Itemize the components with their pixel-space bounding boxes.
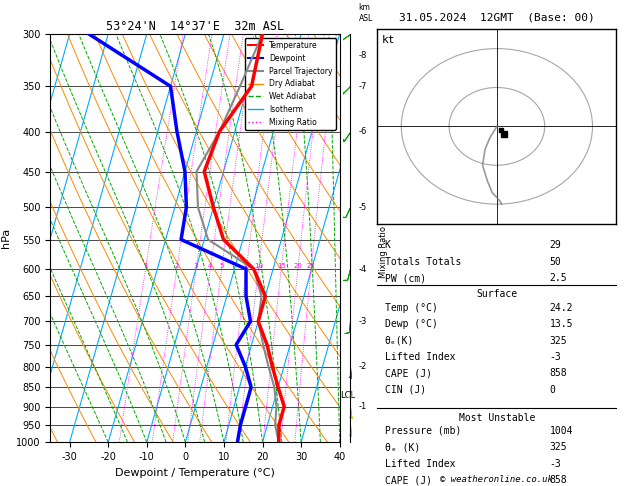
Text: 5: 5	[220, 263, 224, 269]
Text: θₑ (K): θₑ (K)	[384, 442, 420, 452]
Text: 15: 15	[277, 263, 286, 269]
Text: CAPE (J): CAPE (J)	[384, 475, 431, 486]
Text: 2: 2	[175, 263, 179, 269]
Text: 31.05.2024  12GMT  (Base: 00): 31.05.2024 12GMT (Base: 00)	[399, 12, 595, 22]
Text: -7: -7	[359, 82, 367, 91]
Text: 20: 20	[294, 263, 303, 269]
Text: Pressure (mb): Pressure (mb)	[384, 426, 461, 436]
Text: 2.5: 2.5	[550, 273, 567, 283]
Text: Totals Totals: Totals Totals	[384, 257, 461, 267]
Text: 858: 858	[550, 368, 567, 379]
Text: -2: -2	[359, 362, 367, 371]
Text: Mixing Ratio (g/kg): Mixing Ratio (g/kg)	[379, 198, 387, 278]
Text: -3: -3	[359, 317, 367, 326]
Text: 50: 50	[550, 257, 561, 267]
Text: km
ASL: km ASL	[359, 3, 373, 22]
Text: 4: 4	[208, 263, 213, 269]
Text: -6: -6	[359, 127, 367, 136]
Text: 8: 8	[244, 263, 248, 269]
Y-axis label: hPa: hPa	[1, 228, 11, 248]
Text: Temp (°C): Temp (°C)	[384, 303, 437, 312]
Text: Most Unstable: Most Unstable	[459, 413, 535, 423]
Text: CIN (J): CIN (J)	[384, 385, 426, 395]
Legend: Temperature, Dewpoint, Parcel Trajectory, Dry Adiabat, Wet Adiabat, Isotherm, Mi: Temperature, Dewpoint, Parcel Trajectory…	[245, 38, 336, 130]
Text: -8: -8	[359, 52, 367, 60]
Text: 13.5: 13.5	[550, 319, 573, 329]
Text: 0: 0	[550, 385, 555, 395]
Text: Surface: Surface	[476, 290, 518, 299]
Text: 325: 325	[550, 442, 567, 452]
Text: K: K	[384, 240, 391, 250]
Text: kt: kt	[382, 35, 396, 45]
Text: -4: -4	[359, 264, 367, 274]
Text: 325: 325	[550, 335, 567, 346]
Text: -5: -5	[359, 203, 367, 212]
Text: 10: 10	[254, 263, 263, 269]
Text: -3: -3	[550, 459, 561, 469]
Text: 25: 25	[307, 263, 316, 269]
Text: PW (cm): PW (cm)	[384, 273, 426, 283]
Text: 1: 1	[143, 263, 148, 269]
Text: θₑ(K): θₑ(K)	[384, 335, 414, 346]
Text: Dewp (°C): Dewp (°C)	[384, 319, 437, 329]
Text: 24.2: 24.2	[550, 303, 573, 312]
Text: LCL: LCL	[340, 391, 355, 399]
Text: -3: -3	[550, 352, 561, 362]
Text: CAPE (J): CAPE (J)	[384, 368, 431, 379]
Title: 53°24'N  14°37'E  32m ASL: 53°24'N 14°37'E 32m ASL	[106, 20, 284, 33]
Text: Lifted Index: Lifted Index	[384, 352, 455, 362]
Text: 858: 858	[550, 475, 567, 486]
Text: 29: 29	[550, 240, 561, 250]
Text: © weatheronline.co.uk: © weatheronline.co.uk	[440, 475, 554, 485]
Text: 3: 3	[194, 263, 198, 269]
Text: 1004: 1004	[550, 426, 573, 436]
X-axis label: Dewpoint / Temperature (°C): Dewpoint / Temperature (°C)	[115, 468, 275, 478]
Text: Lifted Index: Lifted Index	[384, 459, 455, 469]
Text: -1: -1	[359, 402, 367, 411]
